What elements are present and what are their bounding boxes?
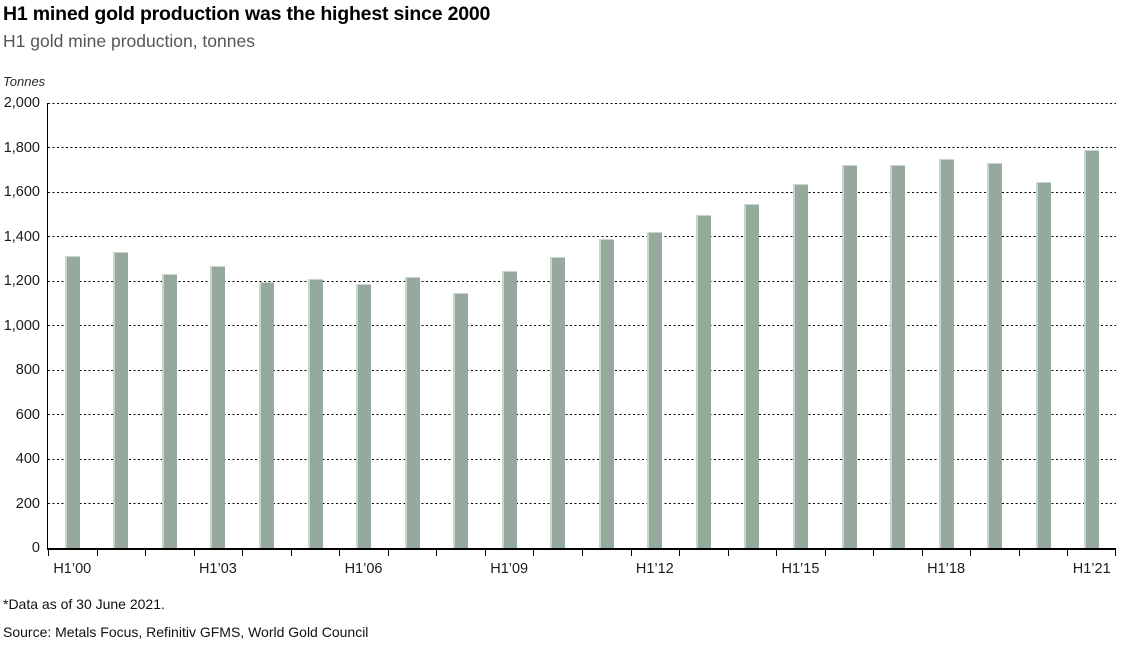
bar-H1’13	[695, 215, 711, 548]
bar-H1’16	[841, 165, 857, 548]
x-axis-tick	[873, 550, 875, 556]
gridline-1400	[48, 236, 1116, 237]
x-axis-tick-label: H1’12	[635, 561, 674, 577]
x-axis-tick-label: H1’03	[198, 561, 237, 577]
gridline-600	[48, 414, 1116, 415]
x-axis-tick	[387, 550, 389, 556]
bar-H1’19	[987, 163, 1003, 548]
x-axis-tick-label: H1’09	[490, 561, 529, 577]
plot-area: 0 200 400 600 800 1,000 1,200 1,400 1,600 1,800 2,…	[4, 95, 1116, 577]
bar-H1’10	[550, 256, 566, 548]
x-axis-tick-label: H1’00	[53, 561, 92, 577]
bar-H1’11	[598, 238, 614, 548]
x-axis-tick	[1018, 550, 1020, 556]
gridline-1200	[48, 280, 1116, 282]
x-axis-tick	[533, 550, 535, 556]
x-axis-tick-label: H1’06	[344, 561, 383, 577]
x-axis-tick-label: H1’15	[781, 561, 820, 577]
x-axis-tick	[145, 550, 147, 556]
x-axis-tick	[193, 550, 195, 556]
y-axis-tick-label: 1,600	[3, 184, 40, 200]
gridline-1600	[48, 191, 1116, 193]
bar-H1’07	[404, 276, 420, 548]
bar-H1’01	[113, 252, 129, 548]
bar-H1’03	[210, 265, 226, 548]
y-axis-tick-label: 1,000	[3, 317, 40, 334]
x-axis-tick	[484, 550, 486, 556]
x-axis-tick-label: H1’18	[927, 561, 966, 577]
bar-H1’06	[356, 284, 372, 548]
gridline-400	[48, 458, 1116, 460]
bar-H1’20	[1035, 182, 1051, 548]
x-axis-tick	[339, 550, 341, 556]
gridline-2000	[48, 102, 1116, 104]
gridline-1000	[48, 325, 1116, 326]
y-axis-tick-label: 0	[31, 540, 40, 556]
y-axis-unit-label: Tonnes	[3, 74, 46, 89]
chart-title: H1 mined gold production was the highest…	[3, 3, 491, 25]
chart-subtitle: H1 gold mine production, tonnes	[3, 31, 255, 51]
x-axis-tick	[1067, 550, 1069, 556]
bar-H1’17	[890, 165, 906, 548]
gridline-200	[48, 503, 1116, 504]
x-axis-tick	[921, 550, 923, 556]
y-axis-tick-label: 800	[15, 362, 40, 378]
x-axis-tick	[630, 550, 632, 556]
gridline-1800	[48, 147, 1116, 148]
bar-H1’05	[307, 278, 323, 548]
source-line: Source: Metals Focus, Refinitiv GFMS, Wo…	[3, 624, 369, 640]
y-axis-tick-label: 2,000	[3, 95, 40, 111]
x-axis-tick	[824, 550, 826, 556]
x-axis-tick	[970, 550, 972, 556]
bar-H1’21	[1084, 149, 1100, 548]
bar-H1’15	[792, 184, 808, 548]
y-axis-tick-label: 1,400	[3, 228, 40, 245]
footnote: *Data as of 30 June 2021.	[3, 596, 165, 612]
y-axis-tick-label: 400	[15, 451, 40, 467]
x-axis-tick	[242, 550, 244, 556]
x-axis-tick	[290, 550, 292, 556]
x-axis-tick	[582, 550, 583, 556]
x-axis-tick	[1115, 550, 1116, 556]
bar-H1’09	[501, 271, 517, 548]
bar-H1’00	[64, 255, 80, 548]
bar-H1’02	[161, 274, 177, 548]
x-axis-tick-label: H1’21	[1072, 561, 1111, 577]
x-axis-tick	[436, 550, 438, 556]
bar-H1’14	[744, 204, 760, 548]
x-axis-tick	[96, 550, 98, 556]
bar-H1’18	[938, 158, 954, 548]
bar-H1’12	[647, 232, 663, 548]
y-axis-tick-label: 200	[15, 495, 40, 512]
gridline-800	[48, 369, 1116, 371]
y-axis-tick-label: 1,200	[3, 273, 40, 289]
x-axis-tick	[776, 550, 778, 556]
y-axis-tick-label: 600	[15, 406, 40, 423]
bar-H1’04	[258, 282, 274, 548]
bar-H1’08	[453, 293, 469, 548]
y-axis-tick-label: 1,800	[3, 139, 40, 156]
x-axis-tick	[48, 550, 49, 556]
x-axis-tick	[727, 550, 729, 556]
x-axis-tick	[679, 550, 681, 556]
